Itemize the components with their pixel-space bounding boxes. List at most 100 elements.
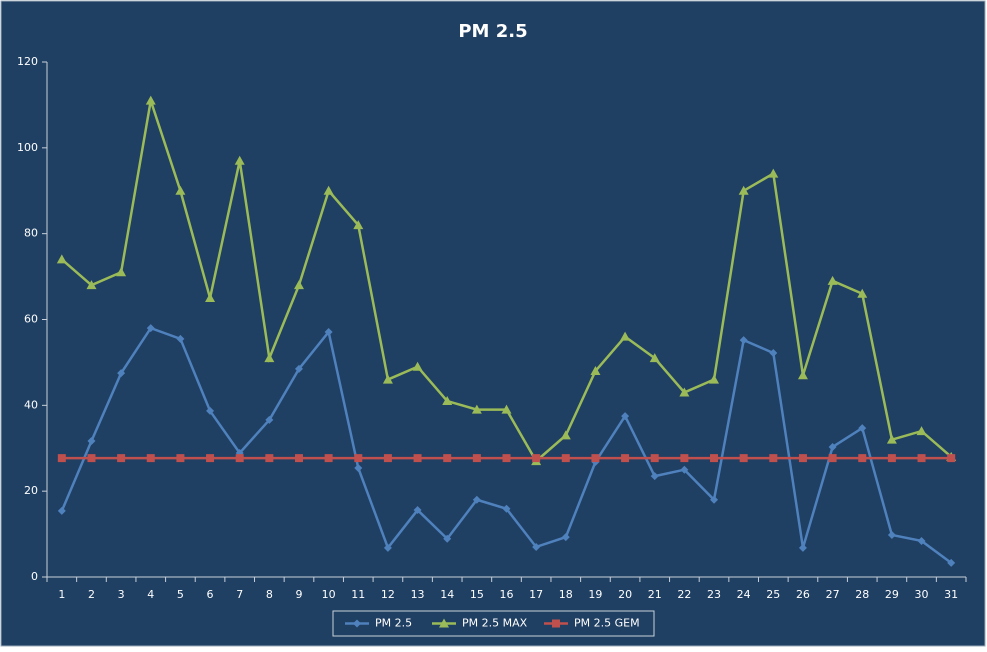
point xyxy=(887,530,896,539)
point xyxy=(769,348,778,357)
x-tick-label: 30 xyxy=(915,588,929,601)
y-tick-label: 100 xyxy=(17,141,38,154)
point xyxy=(561,533,570,542)
point xyxy=(828,442,837,451)
y-tick-label: 120 xyxy=(17,55,38,68)
point xyxy=(383,543,392,552)
point xyxy=(798,543,807,552)
point xyxy=(621,412,630,421)
point xyxy=(146,324,155,333)
point xyxy=(442,396,453,406)
point xyxy=(117,369,126,378)
point xyxy=(649,353,660,363)
point xyxy=(87,454,96,463)
point xyxy=(383,454,392,463)
y-tick-label: 60 xyxy=(24,313,38,326)
y-tick-label: 0 xyxy=(31,570,38,583)
point xyxy=(206,406,215,415)
x-tick-label: 14 xyxy=(440,588,454,601)
point xyxy=(412,361,423,371)
chart-title: PM 2.5 xyxy=(458,21,527,42)
point xyxy=(294,364,303,373)
point xyxy=(146,454,155,463)
x-tick-label: 4 xyxy=(147,588,154,601)
x-tick-label: 23 xyxy=(707,588,721,601)
point xyxy=(57,506,66,515)
point xyxy=(264,353,275,363)
point xyxy=(739,336,748,345)
point xyxy=(710,454,719,463)
y-tick-label: 20 xyxy=(24,484,38,497)
point xyxy=(235,454,244,463)
point xyxy=(532,542,541,551)
x-tick-label: 26 xyxy=(796,588,810,601)
x-tick-label: 2 xyxy=(88,588,95,601)
point xyxy=(828,454,837,463)
point xyxy=(206,454,215,463)
point xyxy=(293,280,304,290)
x-tick-label: 28 xyxy=(855,588,869,601)
x-tick-label: 5 xyxy=(177,588,184,601)
x-tick-label: 1 xyxy=(58,588,65,601)
point xyxy=(710,495,719,504)
x-tick-label: 7 xyxy=(236,588,243,601)
point xyxy=(443,534,452,543)
point xyxy=(382,374,393,384)
legend-label: PM 2.5 MAX xyxy=(462,617,528,630)
point xyxy=(591,454,600,463)
point xyxy=(738,185,749,195)
point xyxy=(56,254,67,264)
point xyxy=(887,454,896,463)
point xyxy=(324,327,333,336)
x-tick-label: 29 xyxy=(885,588,899,601)
point xyxy=(917,536,926,545)
point xyxy=(679,387,690,397)
point xyxy=(680,454,689,463)
x-tick-label: 27 xyxy=(826,588,840,601)
x-tick-label: 20 xyxy=(618,588,632,601)
x-tick-label: 19 xyxy=(588,588,602,601)
point xyxy=(323,185,334,195)
y-tick-label: 80 xyxy=(24,227,38,240)
point xyxy=(621,454,630,463)
point xyxy=(443,454,452,463)
point xyxy=(886,434,897,444)
point xyxy=(413,506,422,515)
point xyxy=(947,454,956,463)
point xyxy=(680,465,689,474)
point xyxy=(502,454,511,463)
point xyxy=(502,504,511,513)
point xyxy=(560,430,571,440)
legend-marker xyxy=(439,618,449,628)
point xyxy=(472,495,481,504)
point xyxy=(353,220,364,230)
point xyxy=(739,454,748,463)
point xyxy=(205,293,216,303)
point xyxy=(798,454,807,463)
point xyxy=(650,454,659,463)
x-tick-label: 15 xyxy=(470,588,484,601)
x-tick-label: 22 xyxy=(677,588,691,601)
point xyxy=(294,454,303,463)
x-tick-label: 12 xyxy=(381,588,395,601)
point xyxy=(501,404,512,414)
point xyxy=(827,275,838,285)
x-tick-label: 9 xyxy=(295,588,302,601)
point xyxy=(176,334,185,343)
point xyxy=(472,454,481,463)
x-tick-label: 13 xyxy=(411,588,425,601)
point xyxy=(532,454,541,463)
point xyxy=(797,370,808,380)
point xyxy=(354,463,363,472)
point xyxy=(57,454,66,463)
point xyxy=(354,454,363,463)
y-tick-label: 40 xyxy=(24,398,38,411)
legend-label: PM 2.5 GEM xyxy=(574,617,640,630)
point xyxy=(265,415,274,424)
point xyxy=(650,472,659,481)
x-tick-label: 25 xyxy=(766,588,780,601)
point xyxy=(709,374,720,384)
legend-label: PM 2.5 xyxy=(375,617,412,630)
